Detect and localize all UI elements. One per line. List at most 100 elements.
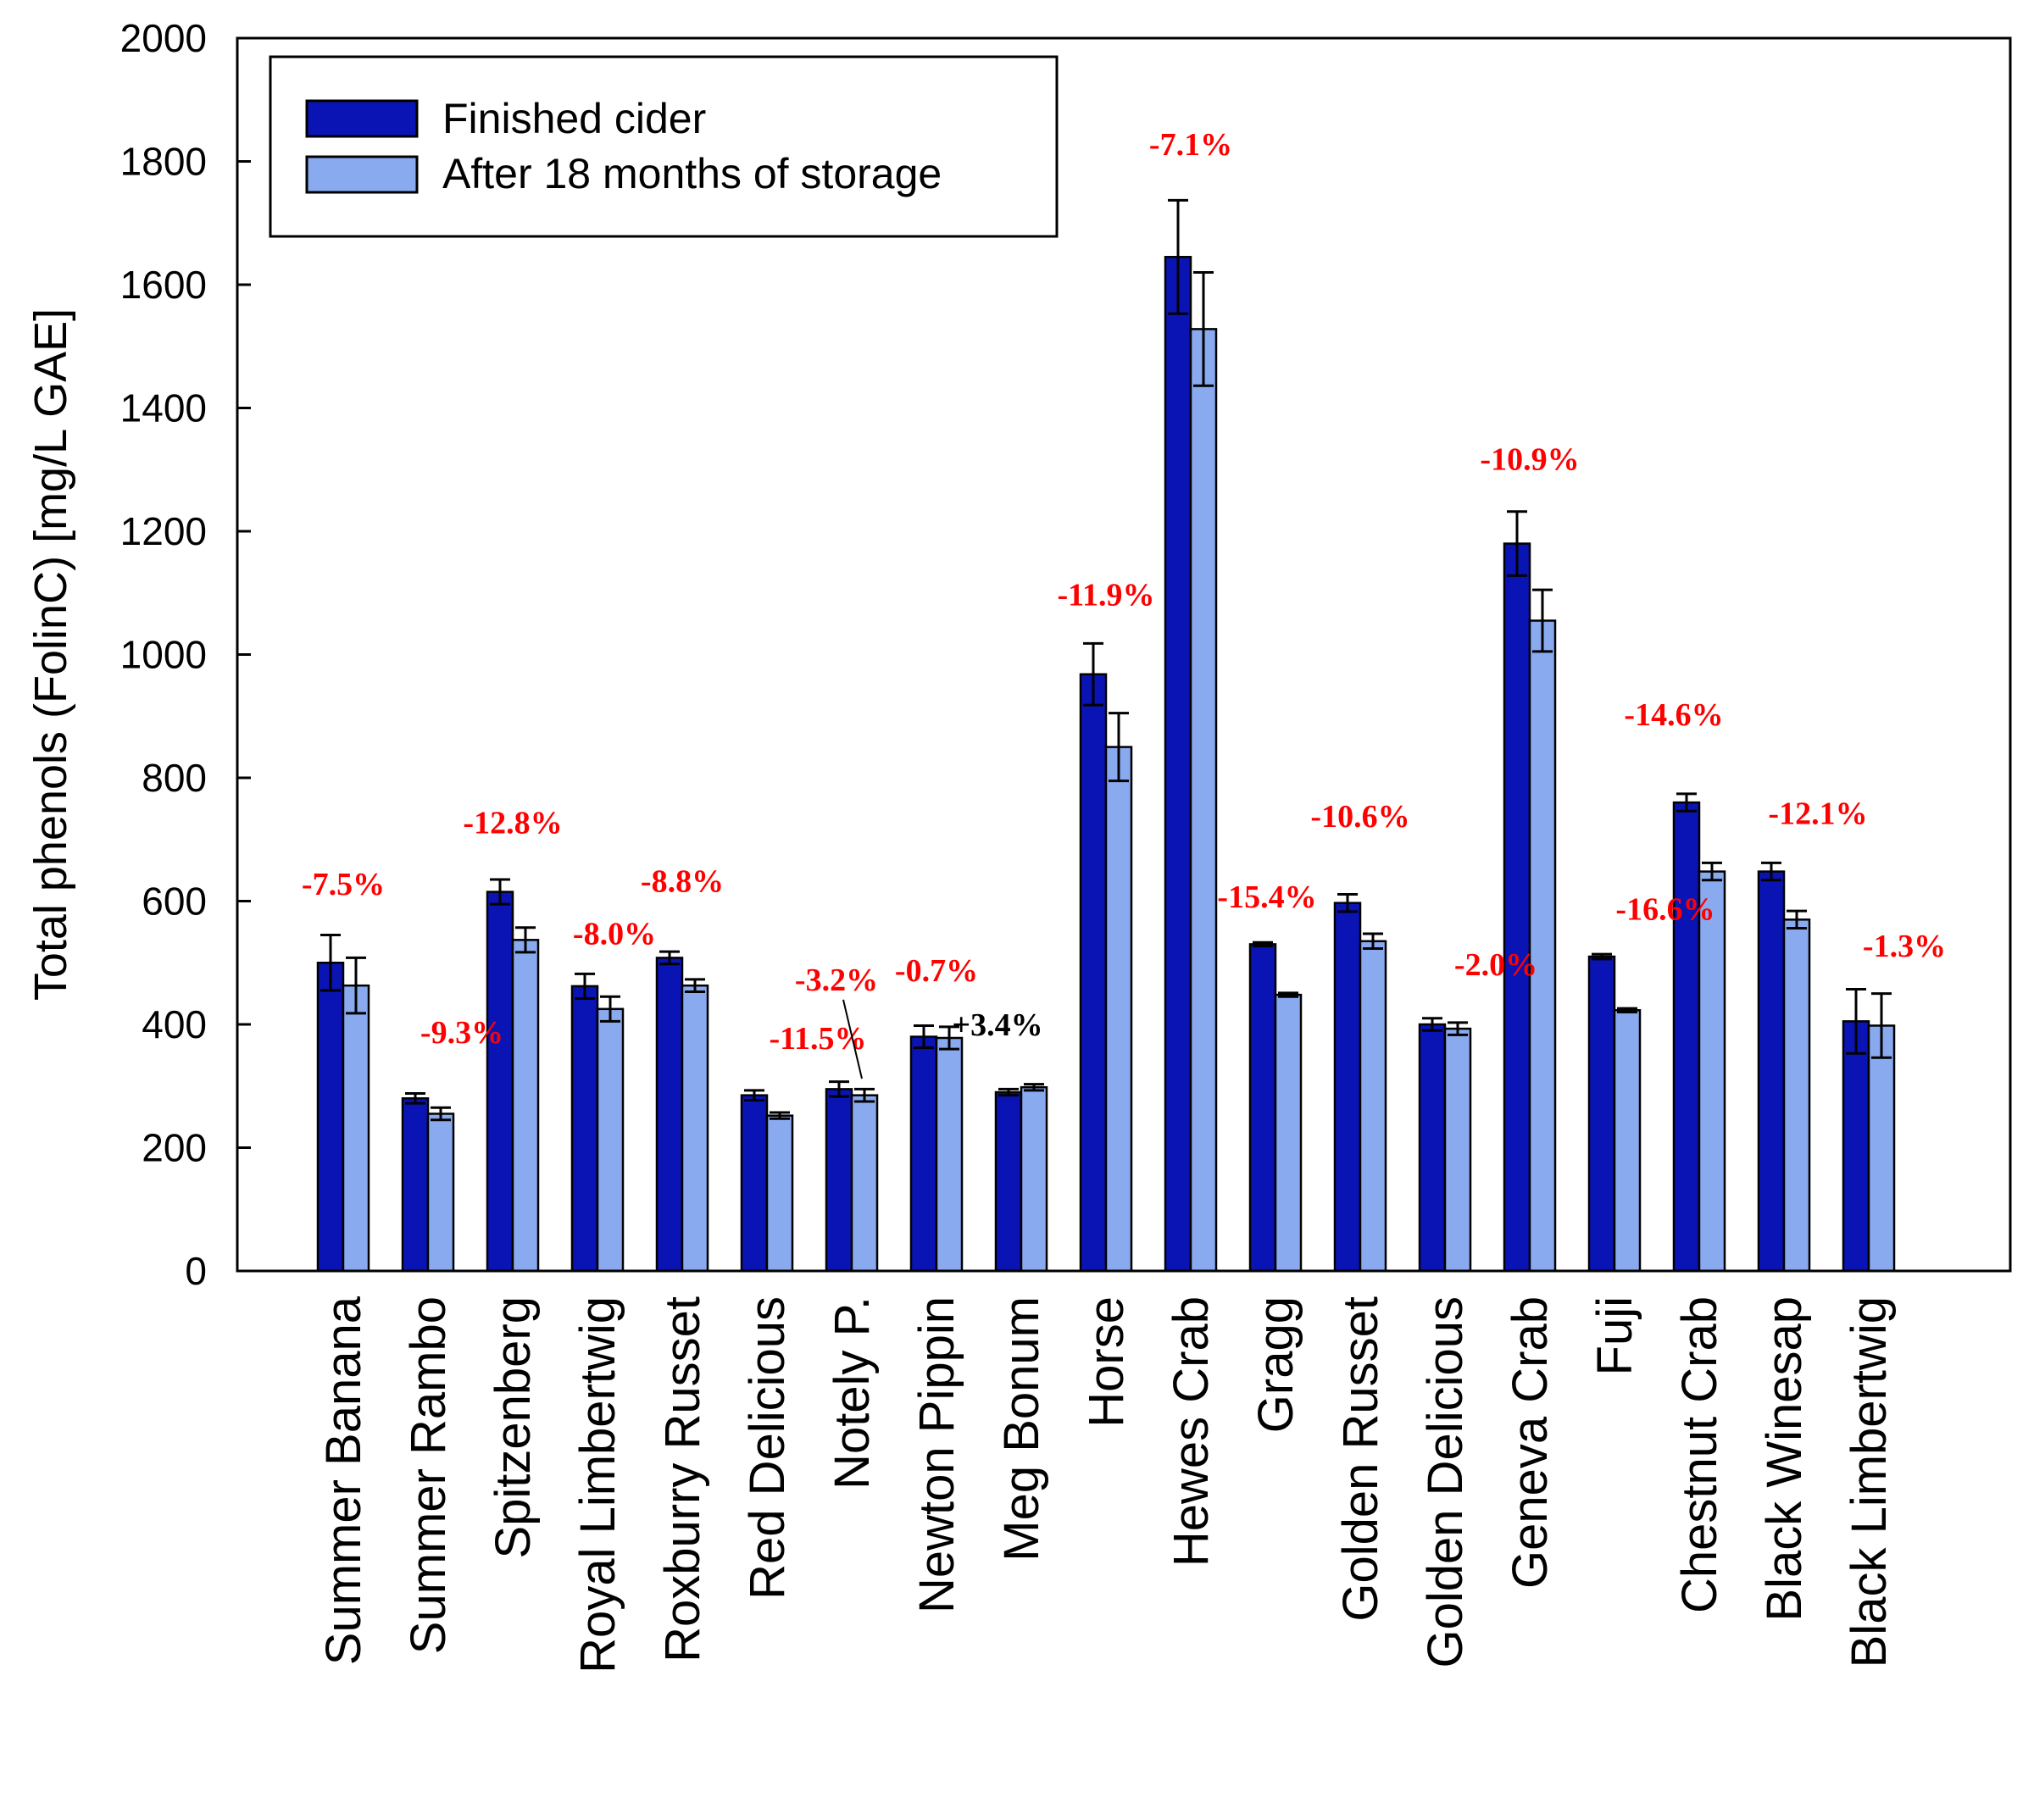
y-tick-label: 1000	[120, 633, 207, 677]
bar-stored-8	[1020, 1085, 1048, 1273]
x-category-label: Royal Limbertwig	[570, 1296, 625, 1673]
bar-finished-2	[486, 891, 514, 1273]
x-category-label: Spitzenberg	[486, 1296, 541, 1559]
bar-stored-13	[1443, 1027, 1472, 1273]
annotation-leader-line	[842, 999, 863, 1079]
bar-finished-8	[994, 1090, 1023, 1273]
y-tick-label: 1600	[120, 263, 207, 307]
bar-stored-2	[511, 939, 540, 1273]
bar-stored-16	[1698, 870, 1726, 1273]
percent-change-label: -8.0%	[573, 916, 656, 952]
bar-finished-1	[401, 1097, 430, 1273]
bar-stored-4	[681, 984, 709, 1273]
bar-stored-15	[1613, 1009, 1642, 1273]
bar-finished-16	[1672, 801, 1701, 1273]
bar-finished-11	[1248, 943, 1277, 1273]
x-category-label: Hewes Crab	[1164, 1296, 1219, 1567]
percent-change-label: -7.1%	[1149, 127, 1232, 163]
percent-change-labels: -7.5%-9.3%-12.8%-8.0%-8.8%-11.5%-3.2% -0.…	[302, 127, 1946, 1079]
y-tick-label: 2000	[120, 16, 207, 60]
bar-finished-5	[740, 1094, 769, 1273]
bar-stored-3	[596, 1007, 625, 1273]
bar-finished-10	[1164, 256, 1192, 1273]
legend: Finished cider After 18 months of storag…	[269, 55, 1059, 238]
bar-stored-9	[1104, 746, 1133, 1273]
legend-frame	[269, 55, 1059, 238]
x-category-label: Golden Delicious	[1418, 1296, 1473, 1667]
x-category-label: Golden Russet	[1333, 1296, 1388, 1622]
y-tick-label: 0	[185, 1249, 207, 1293]
y-tick-label: 600	[142, 879, 207, 924]
percent-change-label: -15.4%	[1217, 879, 1316, 915]
bar-finished-13	[1418, 1023, 1447, 1273]
percent-change-label: -2.0%	[1454, 947, 1537, 983]
percent-change-label: -9.3%	[420, 1015, 503, 1051]
y-axis-labels: 0 200 400 600 800 1000 1200 1400 1600 1800 2000	[120, 16, 207, 1293]
bar-finished-3	[570, 985, 599, 1273]
bar-stored-11	[1274, 993, 1303, 1273]
x-category-label: Geneva Crab	[1503, 1296, 1558, 1589]
legend-label-after-storage: After 18 months of storage	[442, 150, 942, 197]
percent-change-label: -7.5%	[302, 867, 385, 902]
percent-change-label: -11.9%	[1057, 577, 1154, 613]
bar-stored-7	[935, 1036, 964, 1273]
percent-change-label: +3.4%	[952, 1007, 1042, 1043]
x-category-label: Roxburry Russet	[655, 1296, 710, 1662]
y-tick-label: 200	[142, 1126, 207, 1170]
percent-change-label: -10.6%	[1310, 799, 1409, 835]
error-bars	[320, 198, 1892, 1122]
bar-stored-17	[1782, 918, 1811, 1273]
legend-swatch-finished-cider	[305, 99, 419, 138]
bar-finished-4	[655, 957, 684, 1273]
bar-finished-18	[1842, 1020, 1870, 1273]
percent-change-label: -10.9%	[1480, 441, 1579, 477]
x-category-label: Gragg	[1248, 1296, 1303, 1433]
y-tick-label: 1200	[120, 509, 207, 553]
percent-change-label: -8.8%	[641, 864, 724, 900]
bar-stored-6	[850, 1094, 879, 1273]
bar-stored-12	[1359, 940, 1387, 1273]
x-category-label: Horse	[1079, 1296, 1134, 1428]
bar-finished-0	[316, 962, 345, 1273]
bar-finished-9	[1079, 673, 1108, 1273]
x-category-label: Chestnut Crab	[1672, 1296, 1727, 1613]
y-axis-title: Total phenols (FolinC) [mg/L GAE]	[25, 308, 76, 1001]
x-category-label: Newton Pippin	[909, 1296, 964, 1613]
x-category-label: Black Limbertwig	[1842, 1296, 1897, 1667]
bar-stored-5	[765, 1114, 794, 1273]
percent-change-label: -0.7%	[895, 953, 978, 989]
bar-finished-6	[825, 1088, 853, 1273]
percent-change-label: -3.2%	[795, 963, 878, 998]
bar-finished-12	[1333, 902, 1362, 1273]
x-category-label: Red Delicious	[740, 1296, 795, 1600]
y-tick-label: 800	[142, 756, 207, 800]
bars	[316, 256, 1896, 1273]
x-category-label: Meg Bonum	[994, 1296, 1049, 1562]
bar-stored-14	[1528, 619, 1557, 1273]
bar-finished-14	[1503, 542, 1531, 1273]
bar-finished-7	[909, 1035, 938, 1273]
y-tick-label: 1800	[120, 140, 207, 184]
x-category-label: Black Winesap	[1757, 1296, 1812, 1622]
percent-change-label: -14.6%	[1624, 697, 1723, 733]
x-axis-labels: Summer Banana Summer Rambo Spitzenberg Roya…	[316, 1296, 1897, 1673]
percent-change-label: -12.1%	[1768, 796, 1867, 832]
y-tick-label: 400	[142, 1002, 207, 1046]
legend-label-finished-cider: Finished cider	[442, 95, 706, 142]
bar-stored-10	[1189, 328, 1218, 1273]
x-category-label: Notely P.	[825, 1296, 880, 1490]
bar-finished-15	[1587, 955, 1616, 1273]
bar-finished-17	[1757, 870, 1786, 1273]
percent-change-label: -1.3%	[1863, 929, 1946, 964]
y-axis-ticks	[237, 36, 251, 1273]
x-category-label: Fuji	[1587, 1296, 1642, 1375]
percent-change-label: -16.6%	[1615, 891, 1714, 927]
legend-swatch-after-storage	[305, 155, 419, 194]
x-category-label: Summer Rambo	[401, 1296, 456, 1654]
percent-change-label: -12.8%	[463, 805, 562, 841]
y-tick-label: 1400	[120, 386, 207, 430]
bar-stored-18	[1867, 1024, 1896, 1273]
x-category-label: Summer Banana	[316, 1296, 371, 1665]
bar-stored-0	[342, 984, 370, 1273]
